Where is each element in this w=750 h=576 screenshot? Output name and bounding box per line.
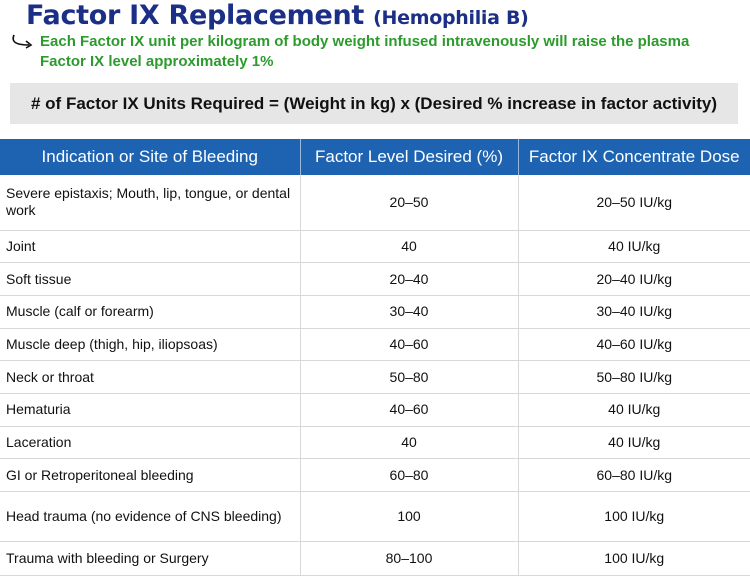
indication-cell: Head trauma (no evidence of CNS bleeding…: [0, 491, 301, 542]
dose-cell: 20–40 IU/kg: [518, 262, 750, 296]
dosing-formula: # of Factor IX Units Required = (Weight …: [10, 83, 738, 124]
dose-cell: 100 IU/kg: [518, 541, 750, 576]
indication-cell: Hematuria: [0, 393, 301, 427]
indication-cell: Severe epistaxis; Mouth, lip, tongue, or…: [0, 175, 301, 231]
factor-level-cell: 40–60: [300, 328, 519, 362]
dose-cell: 100 IU/kg: [518, 491, 750, 542]
indication-cell: Neck or throat: [0, 360, 301, 394]
title-main: Factor IX Replacement: [26, 0, 365, 31]
factor-level-cell: 60–80: [300, 458, 519, 492]
table-row: Trauma with bleeding or Surgery 80–100 1…: [0, 541, 750, 576]
dose-cell: 40–60 IU/kg: [518, 328, 750, 362]
indication-cell: GI or Retroperitoneal bleeding: [0, 458, 301, 492]
indication-cell: Soft tissue: [0, 262, 301, 296]
dose-cell: 40 IU/kg: [518, 230, 750, 264]
page-title: Factor IX Replacement (Hemophilia B): [26, 0, 529, 31]
table-row: Neck or throat 50–80 50–80 IU/kg: [0, 360, 750, 394]
factor-level-cell: 20–40: [300, 262, 519, 296]
indication-cell: Muscle deep (thigh, hip, iliopsoas): [0, 328, 301, 362]
indication-cell: Muscle (calf or forearm): [0, 295, 301, 329]
table-row: Muscle deep (thigh, hip, iliopsoas) 40–6…: [0, 328, 750, 362]
table-header-row: Indication or Site of Bleeding Factor Le…: [0, 139, 750, 175]
factor-level-cell: 40: [300, 426, 519, 460]
conversion-note: Each Factor IX unit per kilogram of body…: [40, 33, 690, 70]
title-subtitle: (Hemophilia B): [373, 7, 529, 29]
dose-cell: 40 IU/kg: [518, 426, 750, 460]
dose-cell: 60–80 IU/kg: [518, 458, 750, 492]
column-header-factor-level: Factor Level Desired (%): [300, 139, 519, 175]
table-row: Severe epistaxis; Mouth, lip, tongue, or…: [0, 175, 750, 231]
dose-cell: 30–40 IU/kg: [518, 295, 750, 329]
factor-level-cell: 30–40: [300, 295, 519, 329]
factor-level-cell: 40–60: [300, 393, 519, 427]
table-row: Muscle (calf or forearm) 30–40 30–40 IU/…: [0, 295, 750, 329]
factor-level-cell: 50–80: [300, 360, 519, 394]
dose-cell: 50–80 IU/kg: [518, 360, 750, 394]
factor-level-cell: 20–50: [300, 175, 519, 231]
dosing-table: Indication or Site of Bleeding Factor Le…: [0, 139, 750, 576]
dose-cell: 20–50 IU/kg: [518, 175, 750, 231]
indication-cell: Joint: [0, 230, 301, 264]
factor-level-cell: 80–100: [300, 541, 519, 576]
column-header-dose: Factor IX Concentrate Dose: [518, 139, 750, 175]
column-header-indication: Indication or Site of Bleeding: [0, 139, 301, 175]
indication-cell: Laceration: [0, 426, 301, 460]
factor-level-cell: 40: [300, 230, 519, 264]
table-row: Laceration 40 40 IU/kg: [0, 426, 750, 460]
factor-level-cell: 100: [300, 491, 519, 542]
dose-cell: 40 IU/kg: [518, 393, 750, 427]
table-row: GI or Retroperitoneal bleeding 60–80 60–…: [0, 458, 750, 492]
table-row: Head trauma (no evidence of CNS bleeding…: [0, 491, 750, 542]
table-row: Hematuria 40–60 40 IU/kg: [0, 393, 750, 427]
table-row: Joint 40 40 IU/kg: [0, 230, 750, 264]
indication-cell: Trauma with bleeding or Surgery: [0, 541, 301, 576]
table-row: Soft tissue 20–40 20–40 IU/kg: [0, 262, 750, 296]
curved-arrow-icon: [12, 34, 33, 49]
